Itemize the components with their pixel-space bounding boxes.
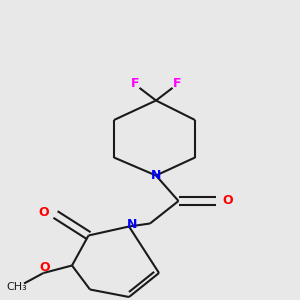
- Text: F: F: [173, 77, 181, 91]
- Text: O: O: [40, 261, 50, 274]
- Text: F: F: [131, 77, 139, 91]
- Text: N: N: [127, 218, 137, 232]
- Text: O: O: [39, 206, 50, 220]
- Text: O: O: [222, 194, 233, 208]
- Text: CH₃: CH₃: [6, 281, 27, 292]
- Text: N: N: [151, 169, 161, 182]
